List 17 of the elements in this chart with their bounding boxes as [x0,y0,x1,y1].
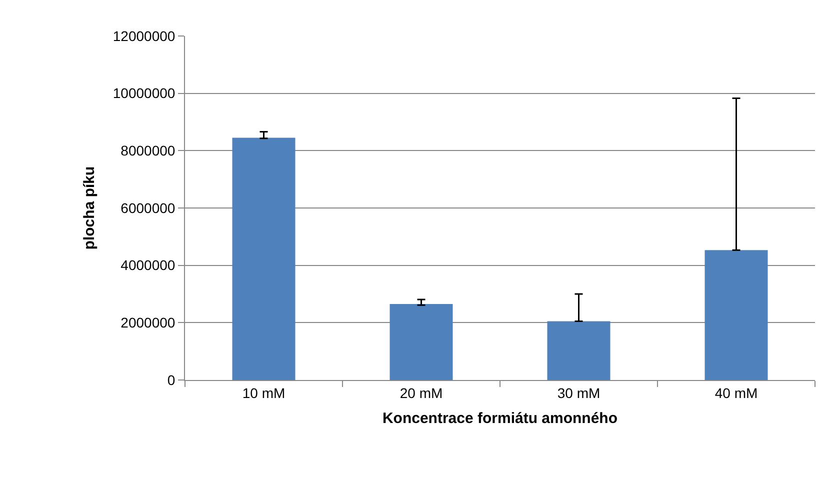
y-tick-label: 6000000 [120,200,176,216]
y-tick-label: 10000000 [112,85,176,102]
x-tick-label: 20 mM [400,384,443,401]
x-axis-title: Koncentrace formiátu amonného [382,410,618,427]
y-tick-label: 8000000 [120,142,176,159]
bar [390,304,453,380]
y-tick-label: 12000000 [112,28,176,44]
y-tick-label: 4000000 [120,257,176,274]
y-tick-label: 0 [167,372,176,388]
bar [547,321,610,380]
y-tick-label: 2000000 [120,314,176,331]
bar [704,250,768,380]
x-tick-label: 10 mM [242,384,286,401]
x-tick-label: 30 mM [557,384,600,401]
x-tick-label: 40 mM [714,384,758,401]
y-axis-title: plocha píku [81,166,98,250]
bar [232,138,296,380]
